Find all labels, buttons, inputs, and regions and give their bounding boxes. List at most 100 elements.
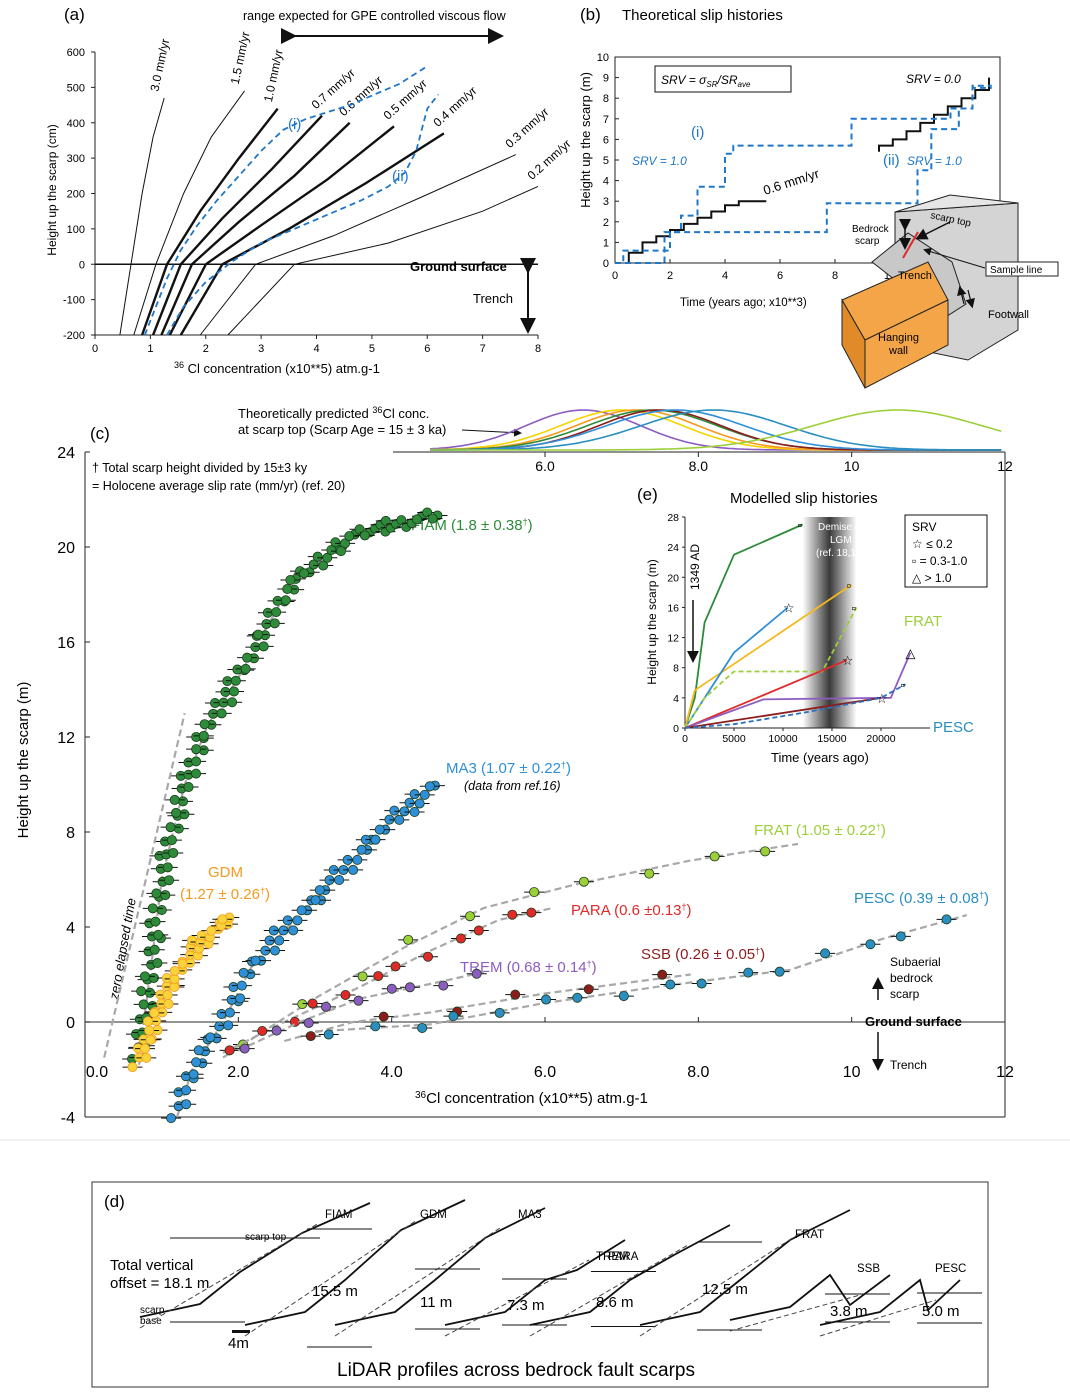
- panel-b-ytick-label: 4: [603, 176, 609, 188]
- modelled-slip-line: [684, 606, 858, 729]
- profile-name-fiam: FIAM: [325, 1209, 352, 1221]
- panel-c-ytick-label: 20: [57, 540, 75, 557]
- guide-ssb: [284, 973, 691, 1043]
- end-marker-star: ☆: [876, 691, 888, 706]
- block-hanging-label: Hanging: [878, 332, 919, 344]
- panel-c-xtick-label: 12: [996, 1064, 1014, 1081]
- dashed-curve-ii: [166, 93, 440, 336]
- profile-dashed: [639, 1229, 806, 1337]
- sample-point-fiam: [228, 686, 239, 697]
- sample-point-fiam: [344, 531, 355, 542]
- offset-label-gdm: 15.5 m: [312, 1283, 358, 1300]
- sample-point-gdm: [141, 1052, 152, 1063]
- modelled-slip-line: [684, 683, 906, 729]
- sample-point-ma3: [270, 945, 281, 956]
- sample-point-ma3: [409, 789, 420, 800]
- rate-curve-label: 0.2 mm/yr: [525, 137, 574, 183]
- sample-point-ma3: [223, 1020, 234, 1031]
- panel-c-xtick-label: 2.0: [227, 1064, 249, 1081]
- sample-point-gdm: [217, 914, 228, 925]
- panel-a-ytick-label: -200: [63, 330, 85, 342]
- sample-point-ma3: [370, 834, 381, 845]
- panel-c-xtick-label: 6.0: [534, 1064, 556, 1081]
- sample-point-pesc: [494, 1007, 505, 1018]
- gaussian-curve: [430, 409, 1002, 451]
- formula-text: SRV = σSR/SRave: [661, 73, 751, 89]
- sample-point-fiam: [318, 560, 329, 571]
- panel-a-trench-label: Trench: [473, 291, 513, 306]
- sample-point-trem: [239, 1043, 250, 1054]
- rate-curve: [119, 97, 165, 336]
- panel-b-label: (b): [580, 5, 601, 24]
- sample-point-fiam: [411, 514, 422, 525]
- sample-point-gdm: [177, 958, 188, 969]
- sample-point-para: [340, 990, 351, 1001]
- rate-curve: [227, 185, 539, 336]
- sample-point-ssb: [305, 1031, 316, 1042]
- sample-point-trem: [438, 980, 449, 991]
- panel-e-ytick-label: 24: [667, 542, 679, 554]
- sample-point-fiam: [139, 971, 150, 982]
- panel-a-ytick-label: 300: [67, 153, 85, 165]
- srv-legend-triangle: △ > 1.0: [912, 571, 952, 585]
- sample-point-ma3: [224, 1007, 235, 1018]
- sample-point-ma3: [226, 994, 237, 1005]
- sample-point-fiam: [179, 809, 190, 820]
- sample-point-fiam: [149, 944, 160, 955]
- panel-b-xtick-label: 0: [612, 270, 618, 282]
- panel-b: (b) Theoretical slip histories 0 2 4 6 8 10 0 1…: [578, 5, 1059, 389]
- sample-point-frat: [644, 868, 655, 879]
- lgm-label-2: LGM: [830, 535, 852, 546]
- sample-point-para: [257, 1026, 268, 1037]
- profile-dashed: [139, 1222, 320, 1329]
- sample-point-pesc: [820, 948, 831, 959]
- panel-c-ground-label: Ground surface: [865, 1014, 962, 1029]
- sample-point-frat: [760, 846, 771, 857]
- rate-curve-label: 0.5 mm/yr: [381, 76, 430, 122]
- site-label-para: PARA (0.6 ±0.13†): [571, 902, 692, 919]
- modelled-slip-line: [684, 523, 803, 729]
- sample-point-fiam: [232, 664, 243, 675]
- panel-a-ylabel: Height up the scarp (cm): [45, 124, 59, 255]
- sample-point-ma3: [235, 993, 246, 1004]
- panel-d-caption: LiDAR profiles across bedrock fault scar…: [337, 1360, 695, 1381]
- panel-b-ytick-label: 8: [603, 93, 609, 105]
- rate-curve: [199, 154, 517, 336]
- sample-point-para: [423, 951, 434, 962]
- panel-e-xlabel: Time (years ago): [771, 750, 869, 765]
- site-label-pesc: PESC (0.39 ± 0.08†): [854, 890, 989, 907]
- sample-point-pesc: [895, 931, 906, 942]
- panel-e-ytick-label: 12: [667, 633, 679, 645]
- panel-a-ii-label: (ii): [392, 168, 409, 185]
- rate-curve: [151, 114, 323, 336]
- site-label-fiam: FIAM (1.8 ± 0.38†): [411, 517, 533, 534]
- panel-a-ytick-label: 0: [79, 259, 85, 271]
- sample-point-ssb: [657, 969, 668, 980]
- sample-point-frat: [465, 911, 476, 922]
- panel-a-xtick-label: 1: [147, 343, 153, 355]
- block-footwall-label: Footwall: [988, 309, 1029, 321]
- sample-point-para: [455, 933, 466, 944]
- panel-c-top-xtick-label: 12: [997, 458, 1013, 474]
- formula-box: [654, 65, 792, 93]
- profile-dashed: [444, 1259, 590, 1337]
- profile-dashed: [244, 1219, 418, 1337]
- srv-legend-star: ☆ ≤ 0.2: [912, 537, 953, 551]
- sample-point-fiam: [191, 744, 202, 755]
- gaussian-curves: [429, 409, 1002, 451]
- sample-point-ssb: [378, 1011, 389, 1022]
- panel-a-xlabel: 36 Cl concentration (x10**5) atm.g-1: [174, 360, 380, 376]
- sample-point-pesc: [743, 967, 754, 978]
- panel-b-xtick-label: 4: [722, 270, 728, 282]
- panel-c-ytick-label: -4: [61, 1110, 75, 1127]
- panel-c-label: (c): [90, 424, 110, 443]
- gaussian-curve: [430, 409, 1002, 451]
- profile-dashed: [819, 1299, 937, 1337]
- guide-frat: [222, 842, 799, 1059]
- end-marker-square: ▫: [798, 518, 803, 533]
- panel-c-ytick-label: 8: [66, 825, 75, 842]
- end-marker-star: ☆: [783, 600, 795, 615]
- sample-point-ma3: [228, 982, 239, 993]
- rate-label: 0.6 mm/yr: [761, 166, 821, 198]
- sample-point-ma3: [181, 1099, 192, 1110]
